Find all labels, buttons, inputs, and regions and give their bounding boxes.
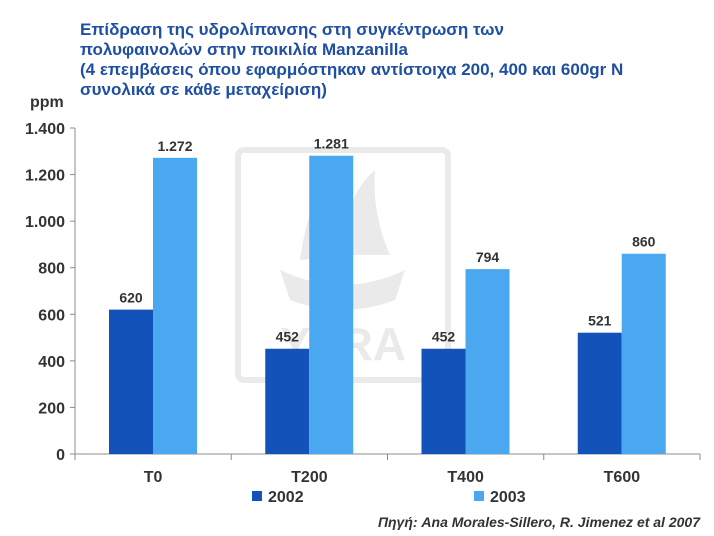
bar-2003-T600	[621, 253, 666, 454]
x-tick-label: T0	[144, 469, 163, 486]
bar-2002-T400	[421, 348, 466, 454]
x-tick-label: T200	[291, 469, 328, 486]
legend: 2002 2003	[252, 489, 526, 506]
data-label: 521	[588, 313, 612, 329]
y-tick-label: 1.400	[25, 121, 65, 138]
y-tick-label: 1.000	[25, 214, 65, 231]
chart-title: Επίδραση της υδρολίπανσης στη συγκέντρωσ…	[80, 20, 710, 100]
title-line-4: συνολικά σε κάθε μεταχείριση)	[80, 80, 327, 99]
x-tick-label: T600	[604, 469, 641, 486]
legend-label: 2003	[490, 489, 526, 506]
data-label: 860	[632, 234, 656, 250]
data-label: 794	[476, 249, 500, 265]
bar-2003-T200	[309, 155, 354, 454]
bar-2002-T600	[577, 332, 622, 454]
title-line-1: Επίδραση της υδρολίπανσης στη συγκέντρωσ…	[80, 20, 504, 39]
y-tick-label: 800	[38, 261, 65, 278]
y-tick-label: 400	[38, 354, 65, 371]
y-tick-label: 600	[38, 307, 65, 324]
legend-swatch-2002	[252, 491, 262, 501]
y-tick-label: 1.200	[25, 168, 65, 185]
data-label: 1.272	[157, 138, 192, 154]
legend-swatch-2003	[474, 491, 484, 501]
bar-2002-T0	[109, 309, 153, 454]
bars: 620 1.272 452 1.281 452 794 521 860	[109, 136, 666, 454]
title-line-2: πολυφαινολών στην ποικιλία Manzanilla	[80, 40, 408, 59]
bar-2003-T400	[465, 269, 510, 454]
axes: 0 200 400 600 800 1.000 1.200 1.400 ppm T0 T200 T40…	[25, 94, 701, 486]
y-tick-label: 200	[38, 400, 65, 417]
y-tick-label: 0	[56, 447, 65, 464]
y-axis-label: ppm	[30, 94, 64, 111]
data-label: 1.281	[314, 136, 349, 152]
bar-2003-T0	[153, 157, 197, 454]
legend-label: 2002	[268, 489, 304, 506]
title-line-3: (4 επεμβάσεις όπου εφαρμόστηκαν αντίστοι…	[80, 60, 624, 79]
bar-2002-T200	[265, 348, 310, 454]
data-label: 452	[276, 329, 300, 345]
data-label: 620	[119, 290, 143, 306]
data-label: 452	[432, 329, 456, 345]
source-note: Πηγή: Ana Morales-Sillero, R. Jimenez et…	[377, 514, 700, 530]
x-tick-label: T400	[447, 469, 484, 486]
